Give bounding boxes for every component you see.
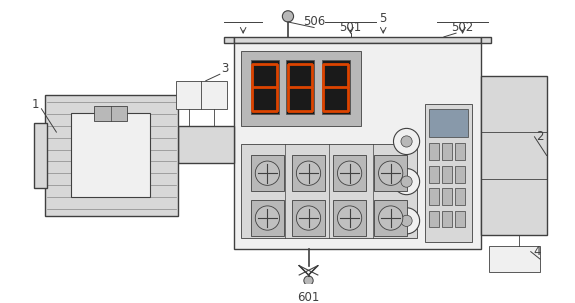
Text: 5: 5 xyxy=(380,12,387,25)
Circle shape xyxy=(304,276,313,285)
Bar xyxy=(234,37,481,43)
Bar xyxy=(374,155,408,191)
Bar xyxy=(489,246,540,272)
Bar xyxy=(251,200,284,236)
Circle shape xyxy=(296,206,321,230)
Bar xyxy=(429,166,439,182)
Circle shape xyxy=(393,128,420,155)
Bar xyxy=(292,155,325,191)
Circle shape xyxy=(401,215,412,226)
Bar xyxy=(251,60,279,114)
Circle shape xyxy=(338,206,362,230)
Bar xyxy=(178,125,234,163)
Bar xyxy=(442,188,453,205)
Bar xyxy=(481,76,547,235)
Bar xyxy=(455,188,465,205)
Bar xyxy=(333,155,366,191)
Bar xyxy=(34,123,47,188)
Bar xyxy=(374,200,408,236)
Bar xyxy=(71,113,150,198)
Bar xyxy=(176,81,227,109)
Text: 502: 502 xyxy=(451,21,474,34)
Bar xyxy=(333,200,366,236)
Bar xyxy=(429,143,439,160)
Bar xyxy=(442,166,453,182)
Bar xyxy=(321,60,350,114)
Bar xyxy=(286,60,314,114)
Bar xyxy=(481,37,490,43)
Bar xyxy=(455,211,465,227)
Circle shape xyxy=(393,168,420,195)
Circle shape xyxy=(401,176,412,187)
Circle shape xyxy=(378,206,403,230)
Bar xyxy=(429,211,439,227)
Circle shape xyxy=(393,208,420,234)
Text: 2: 2 xyxy=(536,130,544,143)
Bar xyxy=(94,106,127,121)
Bar xyxy=(426,104,472,242)
Circle shape xyxy=(338,161,362,185)
Bar xyxy=(455,143,465,160)
Bar xyxy=(429,188,439,205)
Text: 3: 3 xyxy=(221,62,228,75)
Circle shape xyxy=(255,206,279,230)
Bar xyxy=(429,109,468,137)
Bar xyxy=(234,43,481,249)
Bar xyxy=(292,200,325,236)
Circle shape xyxy=(378,161,403,185)
Bar xyxy=(251,155,284,191)
Bar xyxy=(224,37,234,43)
Circle shape xyxy=(296,161,321,185)
Text: 501: 501 xyxy=(339,21,362,34)
Text: 1: 1 xyxy=(32,98,40,111)
Bar xyxy=(45,95,178,216)
Text: 4: 4 xyxy=(534,245,541,258)
Bar xyxy=(455,166,465,182)
Circle shape xyxy=(401,136,412,147)
Circle shape xyxy=(282,11,294,22)
Text: 506: 506 xyxy=(303,15,325,28)
Bar xyxy=(242,144,417,238)
Bar xyxy=(442,211,453,227)
Bar xyxy=(442,143,453,160)
Circle shape xyxy=(255,161,279,185)
Bar xyxy=(242,51,361,125)
Text: 601: 601 xyxy=(297,291,320,303)
